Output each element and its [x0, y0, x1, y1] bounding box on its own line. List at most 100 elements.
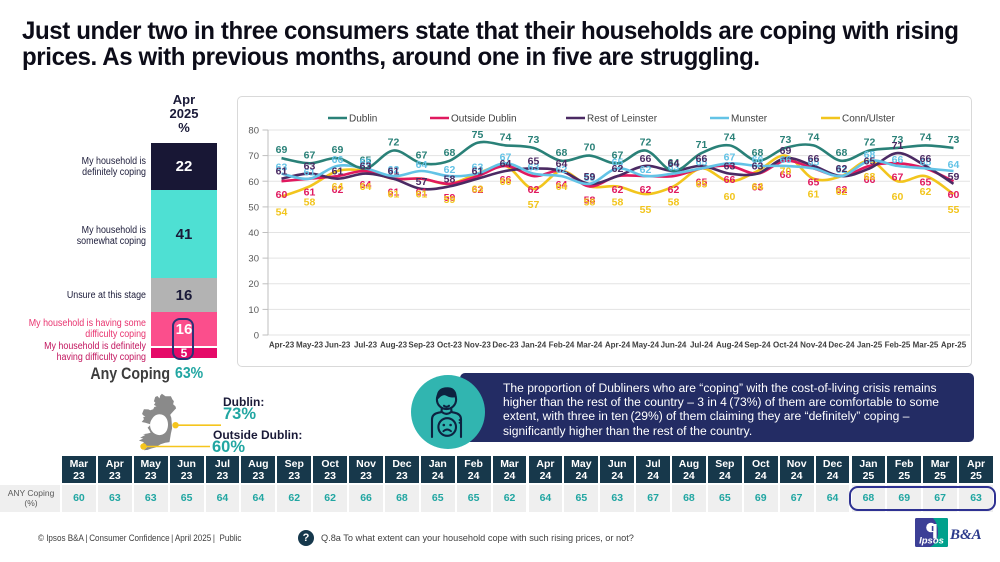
- svg-text:68: 68: [864, 149, 876, 161]
- svg-text:65: 65: [920, 156, 932, 168]
- svg-text:68: 68: [780, 169, 792, 181]
- svg-text:Oct-24: Oct-24: [773, 341, 798, 350]
- svg-text:Nov-23: Nov-23: [464, 341, 491, 350]
- svg-text:67: 67: [304, 149, 316, 161]
- svg-text:70: 70: [248, 151, 259, 162]
- svg-text:66: 66: [724, 174, 736, 186]
- svg-text:57: 57: [528, 199, 540, 211]
- svg-text:66: 66: [780, 154, 792, 166]
- svg-text:65: 65: [808, 176, 820, 188]
- svg-text:62: 62: [668, 184, 680, 196]
- svg-text:Mar-25: Mar-25: [913, 341, 939, 350]
- svg-text:73: 73: [528, 134, 540, 146]
- svg-text:69: 69: [332, 144, 344, 156]
- svg-text:70: 70: [584, 142, 596, 154]
- svg-text:65: 65: [696, 178, 708, 190]
- svg-text:62: 62: [836, 184, 848, 196]
- svg-text:60: 60: [248, 177, 259, 188]
- svg-text:60: 60: [276, 189, 288, 201]
- svg-text:62: 62: [640, 184, 652, 196]
- svg-text:62: 62: [444, 164, 456, 176]
- svg-text:59: 59: [584, 172, 596, 184]
- svg-text:Jul-24: Jul-24: [690, 341, 714, 350]
- svg-text:62: 62: [640, 164, 652, 176]
- svg-text:74: 74: [500, 131, 512, 143]
- svg-text:Dublin: Dublin: [349, 114, 377, 125]
- svg-text:66: 66: [920, 153, 932, 165]
- svg-text:62: 62: [332, 184, 344, 196]
- svg-text:60: 60: [948, 189, 960, 201]
- svg-text:73: 73: [948, 134, 960, 146]
- svg-text:66: 66: [808, 153, 820, 165]
- svg-text:Aug-24: Aug-24: [716, 341, 744, 350]
- svg-text:62: 62: [612, 163, 624, 175]
- svg-text:64: 64: [948, 159, 960, 171]
- svg-text:61: 61: [276, 166, 288, 178]
- svg-text:May-23: May-23: [296, 341, 324, 350]
- svg-text:62: 62: [836, 164, 848, 176]
- svg-text:Jul-23: Jul-23: [354, 341, 378, 350]
- svg-text:62: 62: [836, 163, 848, 175]
- svg-text:65: 65: [920, 176, 932, 188]
- svg-text:63: 63: [528, 162, 540, 174]
- svg-text:69: 69: [780, 145, 792, 157]
- svg-text:Feb-25: Feb-25: [885, 341, 911, 350]
- svg-text:67: 67: [612, 149, 624, 161]
- svg-text:65: 65: [360, 154, 372, 166]
- svg-text:72: 72: [388, 137, 400, 149]
- svg-text:72: 72: [864, 137, 876, 149]
- svg-text:Jun-23: Jun-23: [325, 341, 351, 350]
- svg-text:73: 73: [780, 134, 792, 146]
- svg-text:65: 65: [808, 156, 820, 168]
- svg-text:May-24: May-24: [632, 341, 660, 350]
- svg-text:62: 62: [472, 184, 484, 196]
- svg-text:Aug-23: Aug-23: [380, 341, 408, 350]
- svg-text:74: 74: [920, 131, 932, 143]
- svg-text:Feb-24: Feb-24: [549, 341, 575, 350]
- svg-text:62: 62: [556, 164, 568, 176]
- svg-text:64: 64: [668, 158, 680, 170]
- svg-text:67: 67: [892, 171, 904, 183]
- svg-text:65: 65: [528, 155, 540, 167]
- svg-text:61: 61: [304, 167, 316, 179]
- svg-text:72: 72: [640, 137, 652, 149]
- svg-text:67: 67: [724, 151, 736, 163]
- svg-text:66: 66: [332, 154, 344, 166]
- svg-text:63: 63: [752, 161, 764, 173]
- svg-text:64: 64: [556, 179, 568, 191]
- svg-text:55: 55: [948, 204, 960, 216]
- svg-text:61: 61: [388, 187, 400, 199]
- svg-text:58: 58: [584, 194, 596, 206]
- svg-text:63: 63: [360, 161, 372, 173]
- svg-text:59: 59: [948, 171, 960, 183]
- svg-text:61: 61: [388, 189, 400, 201]
- svg-text:55: 55: [640, 204, 652, 216]
- svg-text:58: 58: [304, 196, 316, 208]
- svg-text:40: 40: [248, 228, 259, 239]
- svg-text:65: 65: [696, 156, 708, 168]
- svg-text:62: 62: [528, 184, 540, 196]
- svg-text:61: 61: [472, 166, 484, 178]
- svg-text:58: 58: [612, 196, 624, 208]
- svg-text:Munster: Munster: [731, 114, 768, 125]
- svg-text:61: 61: [304, 187, 316, 199]
- svg-text:Conn/Ulster: Conn/Ulster: [842, 114, 895, 125]
- svg-text:63: 63: [724, 161, 736, 173]
- svg-text:64: 64: [332, 181, 344, 193]
- svg-text:68: 68: [556, 147, 568, 159]
- svg-text:65: 65: [612, 156, 624, 168]
- svg-text:Jan-24: Jan-24: [521, 341, 547, 350]
- svg-text:50: 50: [248, 202, 259, 213]
- svg-text:66: 66: [500, 174, 512, 186]
- svg-text:58: 58: [668, 196, 680, 208]
- svg-text:66: 66: [752, 154, 764, 166]
- svg-text:Sep-24: Sep-24: [744, 341, 771, 350]
- svg-text:73: 73: [892, 134, 904, 146]
- svg-text:65: 65: [864, 155, 876, 167]
- svg-text:68: 68: [864, 171, 876, 183]
- svg-text:Jun-24: Jun-24: [661, 341, 687, 350]
- svg-text:64: 64: [668, 157, 680, 169]
- svg-text:Oct-23: Oct-23: [437, 341, 462, 350]
- svg-text:Apr-23: Apr-23: [269, 341, 295, 350]
- svg-text:62: 62: [920, 186, 932, 198]
